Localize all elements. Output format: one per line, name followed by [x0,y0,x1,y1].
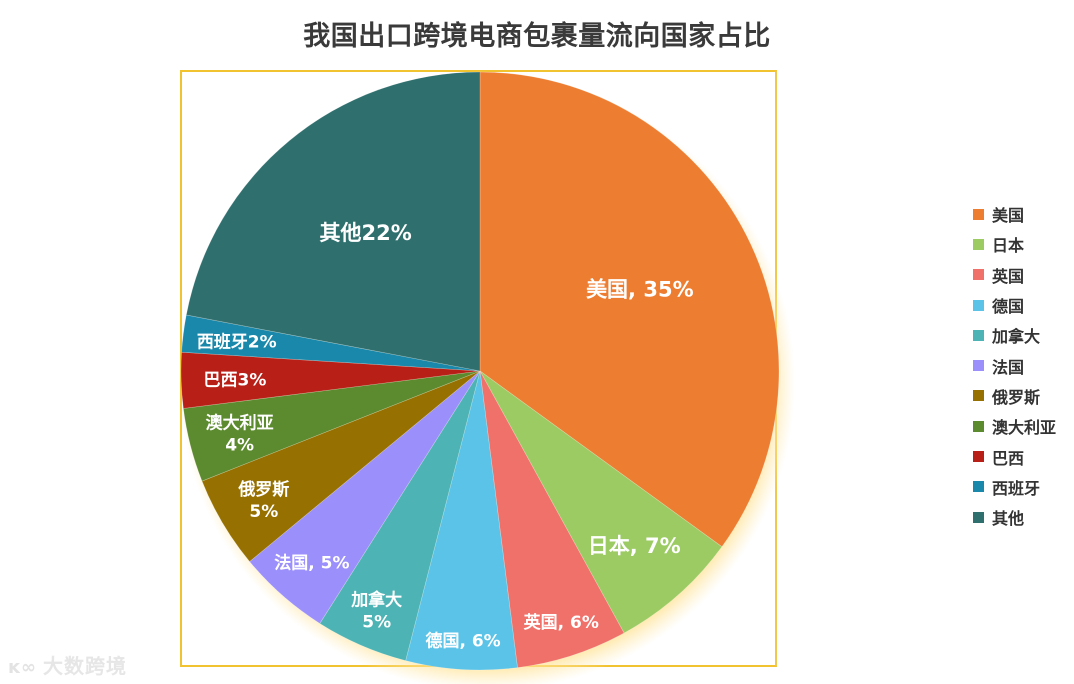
pie-slice-6 [201,370,481,563]
legend-item-7: 澳大利亚 [973,411,1056,441]
slice-label-7: 澳大利亚 4% [206,413,274,456]
legend-label: 英国 [992,266,1025,286]
legend: 美国日本英国德国加拿大法国俄罗斯澳大利亚巴西西班牙其他 [973,199,1056,532]
watermark-logo-icon: ĸ∞ [8,657,37,678]
pie-slices [180,71,780,671]
legend-label: 美国 [992,206,1025,226]
legend-item-0: 美国 [973,199,1056,229]
slice-label-8: 巴西3% [204,371,267,391]
legend-label: 澳大利亚 [992,418,1057,438]
legend-item-5: 法国 [973,350,1056,380]
legend-item-3: 德国 [973,290,1056,320]
legend-label: 俄罗斯 [992,387,1041,407]
legend-item-1: 日本 [973,229,1056,259]
legend-item-2: 英国 [973,260,1056,290]
legend-label: 德国 [992,297,1025,317]
slice-label-1: 日本, 7% [588,534,681,558]
slice-label-5: 法国, 5% [274,553,349,574]
slice-label-10: 其他22% [320,221,412,245]
pie-slice-7 [183,370,481,482]
legend-swatch-icon [973,269,984,281]
chart-title: 我国出口跨境电商包裹量流向国家占比 [303,21,771,52]
legend-swatch-icon [973,299,984,311]
legend-swatch-icon [973,329,984,341]
pie-slice-9 [181,314,481,372]
pie-slice-10 [185,71,481,372]
legend-swatch-icon [973,511,984,523]
legend-label: 加拿大 [992,327,1041,347]
pie-slice-2 [479,370,625,668]
slice-label-4: 加拿大 5% [350,590,402,633]
legend-swatch-icon [973,420,984,432]
pie-labels: 美国, 35% 日本, 7% 英国, 6% 德国, 6% 加拿大 5%法国, 5% 俄罗斯 5… [197,221,694,652]
pie-slice-4 [319,370,481,661]
legend-swatch-icon [973,360,984,372]
slice-label-6: 俄罗斯 5% [237,479,289,522]
legend-item-6: 俄罗斯 [973,381,1056,411]
legend-label: 其他 [992,509,1025,529]
legend-item-9: 西班牙 [973,472,1056,502]
slice-label-2: 英国, 6% [524,612,599,633]
pie-slice-5 [249,370,481,624]
legend-item-4: 加拿大 [973,320,1056,350]
slice-label-3: 德国, 6% [425,631,500,652]
legend-swatch-icon [973,238,984,250]
watermark: ĸ∞ 大数跨境 [8,650,127,679]
pie-slice-8 [180,351,481,409]
legend-swatch-icon [973,451,984,463]
legend-item-10: 其他 [973,502,1056,532]
legend-item-8: 巴西 [973,441,1056,471]
legend-swatch-icon [973,390,984,402]
slice-label-0: 美国, 35% [586,278,694,302]
legend-swatch-icon [973,481,984,493]
pie-slice-1 [479,370,723,634]
legend-label: 日本 [992,236,1025,256]
legend-label: 西班牙 [992,478,1041,498]
pie-slice-0 [479,71,780,548]
pie-slice-3 [405,370,518,671]
legend-label: 巴西 [992,448,1025,468]
slice-label-9: 西班牙2% [197,332,277,352]
legend-swatch-icon [973,208,984,220]
watermark-text: 大数跨境 [42,654,127,678]
legend-label: 法国 [992,357,1025,377]
